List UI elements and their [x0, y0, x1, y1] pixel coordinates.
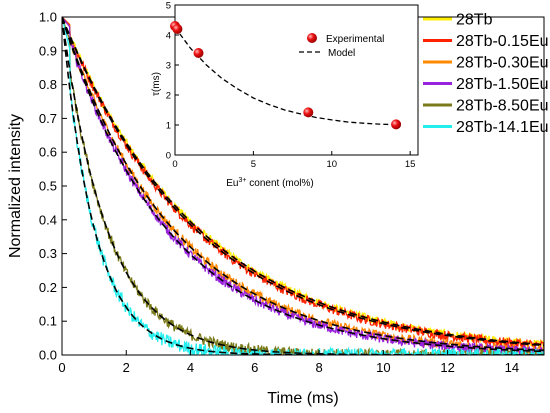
main-y-tick-label-2: 0.2	[39, 280, 57, 295]
main-x-tick-label-2: 4	[187, 360, 194, 375]
main-y-tick-label-8: 0.8	[39, 77, 57, 92]
inset-point-3	[303, 107, 314, 118]
main-legend: 28Tb 28Tb-0.15Eu 28Tb-0.30Eu 28Tb-1.50Eu 28T…	[423, 12, 549, 136]
inset-y-tick-label-5: 5	[166, 1, 171, 12]
legend-label-5: 28Tb-14.1Eu	[456, 119, 549, 136]
main-y-tick-label-0: 0.0	[39, 348, 57, 363]
main-chart: 0 2 4 6 8 10 12 14 0.00.10.20.30.40.50.60.70.80…	[7, 10, 549, 408]
inset-y-tick-label-0: 0	[166, 151, 171, 162]
inset-y-tick-label-3: 3	[166, 61, 171, 72]
inset-x-axis-label: Eu3+ conent (mol%)	[226, 177, 313, 189]
main-y-tick-label-10: 1.0	[39, 10, 57, 25]
fit-curve-0	[62, 17, 544, 346]
main-y-tick-label-3: 0.3	[39, 246, 57, 261]
main-y-tick-label-5: 0.5	[39, 179, 57, 194]
inset-y-tick-label-2: 2	[166, 91, 171, 102]
inset-y-tick-label-1: 1	[166, 121, 171, 132]
main-y-ticks: 0.0 0.1 0.2 0.3 0.4 0.5 0.6 0.7 0.8 0.9 1.0	[39, 10, 67, 363]
inset-y-ticks: 0 1 2 3 4 5	[166, 1, 179, 162]
main-x-tick-label-0: 0	[58, 360, 65, 375]
inset-legend: Experimental Model	[299, 33, 384, 59]
legend-label-4: 28Tb-8.50Eu	[456, 98, 549, 115]
legend-label-1: 28Tb-0.15Eu	[456, 33, 549, 50]
inset-legend-marker	[307, 33, 317, 43]
main-x-tick-label-6: 12	[440, 360, 454, 375]
main-y-tick-label-9: 0.9	[39, 43, 57, 58]
inset-x-axis-label-suffix: conent (mol%)	[246, 178, 313, 189]
inset-model-curve	[174, 27, 395, 126]
inset-x-ticks: 0 5 10 15	[172, 151, 415, 170]
main-x-tick-label-1: 2	[123, 360, 130, 375]
legend-label-3: 28Tb-1.50Eu	[456, 76, 549, 93]
inset-y-tick-label-4: 4	[166, 31, 171, 42]
inset-plot-frame	[174, 4, 419, 156]
fit-curve-2	[62, 17, 544, 352]
fit-curve-3	[62, 17, 544, 353]
inset-x-tick-label-3: 15	[405, 159, 416, 170]
main-y-tick-label-7: 0.7	[39, 111, 57, 126]
inset-points-group	[170, 21, 402, 130]
inset-point-4	[391, 119, 402, 130]
inset-y-axis-label: τ(ms)	[151, 72, 162, 96]
main-y-axis-label: Normalized intensity	[7, 114, 24, 258]
inset-legend-experimental: Experimental	[326, 34, 384, 45]
main-x-tick-label-7: 14	[505, 360, 519, 375]
series-line-1	[62, 17, 544, 352]
main-y-tick-label-1: 0.1	[39, 314, 57, 329]
inset-x-axis-label-sup: 3+	[239, 177, 247, 184]
inset-x-axis-label-prefix: Eu	[226, 178, 238, 189]
main-x-tick-label-4: 8	[315, 360, 322, 375]
main-x-ticks: 0 2 4 6 8 10 12 14	[58, 350, 519, 375]
main-y-tick-label-6: 0.6	[39, 145, 57, 160]
main-x-tick-label-3: 6	[251, 360, 258, 375]
main-y-tick-label-4: 0.4	[39, 212, 57, 227]
legend-label-2: 28Tb-0.30Eu	[456, 55, 549, 72]
inset-point-2	[193, 48, 204, 58]
inset-x-tick-label-1: 5	[251, 159, 256, 170]
inset-point-1	[172, 24, 183, 34]
fit-curve-1	[62, 17, 544, 347]
inset-legend-model: Model	[328, 48, 355, 59]
main-x-tick-label-5: 10	[376, 360, 390, 375]
inset-x-tick-label-2: 10	[326, 159, 337, 170]
legend-label-0: 28Tb	[456, 12, 493, 29]
main-x-axis-label: Time (ms)	[267, 390, 338, 407]
inset-x-tick-label-0: 0	[172, 159, 177, 170]
inset-chart: 0 5 10 15 0 1 2 3 4 5 Eu3+ conent (mol%) τ(ms) E…	[151, 1, 419, 189]
